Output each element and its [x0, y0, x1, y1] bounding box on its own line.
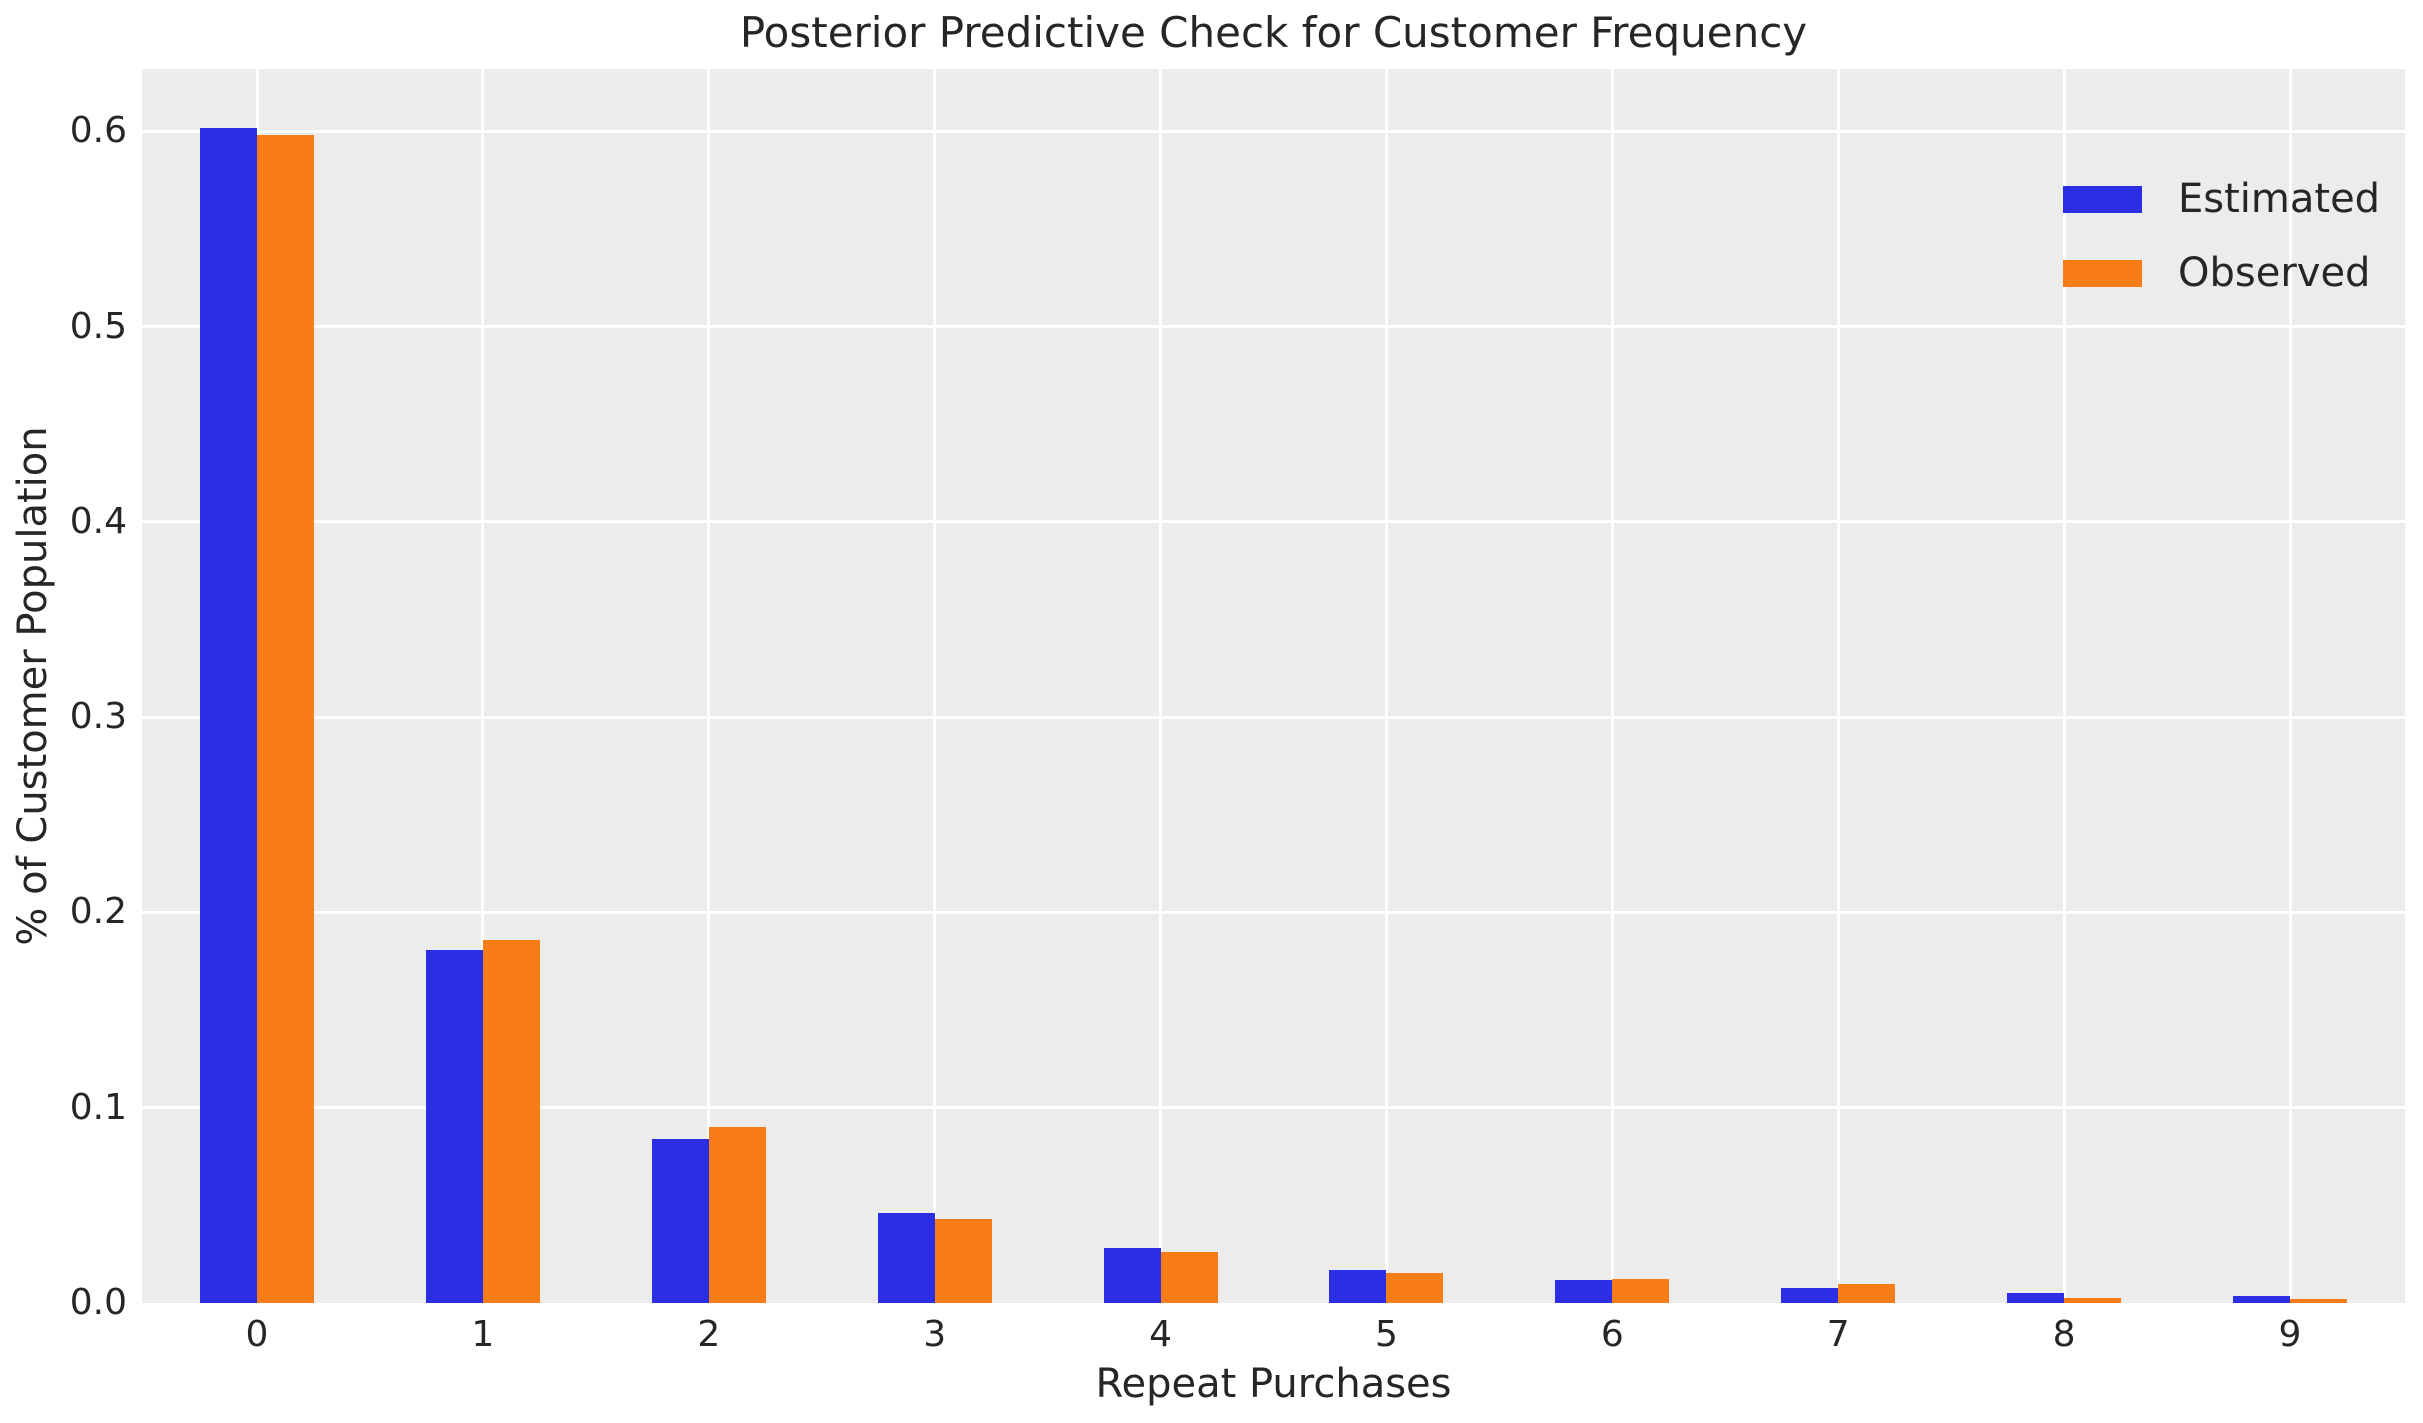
x-tick-4: 4	[1149, 1314, 1172, 1355]
bar-observed-6	[1612, 1279, 1670, 1303]
x-tick-6: 6	[1600, 1314, 1624, 1355]
y-tick-0.2: 0.2	[69, 891, 127, 933]
x-tick-0: 0	[245, 1314, 269, 1355]
bar-observed-8	[2064, 1298, 2122, 1303]
bar-observed-1	[482, 940, 540, 1303]
bar-observed-9	[2290, 1299, 2347, 1303]
estimated-swatch	[2063, 185, 2142, 213]
y-tick-0.6: 0.6	[69, 110, 127, 152]
bar-observed-4	[1160, 1252, 1218, 1303]
plot-area: Estimated Observed	[142, 69, 2405, 1303]
bar-observed-3	[934, 1219, 992, 1303]
gridline-x-9	[2288, 69, 2292, 1303]
bar-estimated-1	[425, 950, 483, 1303]
gridline-y-0.5	[142, 325, 2405, 329]
gridline-y-0.2	[142, 910, 2405, 914]
gridline-x-3	[933, 69, 937, 1303]
observed-swatch	[2063, 259, 2142, 287]
legend: Estimated Observed	[2063, 177, 2380, 295]
gridline-y-0.6	[142, 129, 2405, 133]
bar-estimated-8	[2007, 1293, 2065, 1303]
y-tick-0.4: 0.4	[69, 500, 127, 542]
bar-observed-0	[257, 135, 314, 1303]
x-axis-label: Repeat Purchases	[1095, 1361, 1452, 1407]
legend-item-observed: Observed	[2063, 251, 2380, 295]
bar-estimated-9	[2233, 1296, 2290, 1303]
gridline-x-8	[2062, 69, 2066, 1303]
x-tick-2: 2	[697, 1314, 721, 1355]
chart-title: Posterior Predictive Check for Customer …	[739, 8, 1808, 57]
legend-label-estimated: Estimated	[2178, 176, 2381, 222]
gridline-x-6	[1610, 69, 1614, 1303]
bar-observed-7	[1838, 1284, 1896, 1303]
y-tick-0.3: 0.3	[69, 696, 127, 738]
bar-estimated-3	[877, 1213, 935, 1303]
legend-item-estimated: Estimated	[2063, 177, 2380, 221]
x-tick-9: 9	[2278, 1314, 2302, 1355]
y-tick-0.5: 0.5	[69, 305, 127, 347]
bar-estimated-0	[200, 128, 257, 1303]
x-tick-7: 7	[1826, 1314, 1850, 1355]
gridline-x-1	[481, 69, 485, 1303]
gridline-x-2	[707, 69, 711, 1303]
gridline-x-7	[1836, 69, 1840, 1303]
gridline-x-4	[1159, 69, 1163, 1303]
bar-observed-5	[1386, 1273, 1444, 1303]
bar-estimated-4	[1103, 1248, 1161, 1303]
gridline-x-5	[1384, 69, 1388, 1303]
bar-estimated-6	[1555, 1280, 1613, 1303]
gridline-y-0.1	[142, 1106, 2405, 1110]
bar-estimated-5	[1329, 1270, 1387, 1303]
bar-estimated-7	[1781, 1288, 1839, 1303]
y-tick-0.0: 0.0	[69, 1282, 127, 1323]
legend-label-observed: Observed	[2178, 250, 2371, 296]
x-tick-1: 1	[471, 1314, 495, 1355]
bar-estimated-2	[651, 1139, 709, 1303]
gridline-y-0.4	[142, 520, 2405, 524]
x-tick-5: 5	[1374, 1314, 1398, 1355]
x-tick-3: 3	[923, 1314, 947, 1355]
bar-observed-2	[708, 1127, 766, 1303]
y-tick-0.1: 0.1	[69, 1086, 127, 1128]
x-tick-8: 8	[2052, 1314, 2076, 1355]
gridline-y-0.3	[142, 715, 2405, 719]
